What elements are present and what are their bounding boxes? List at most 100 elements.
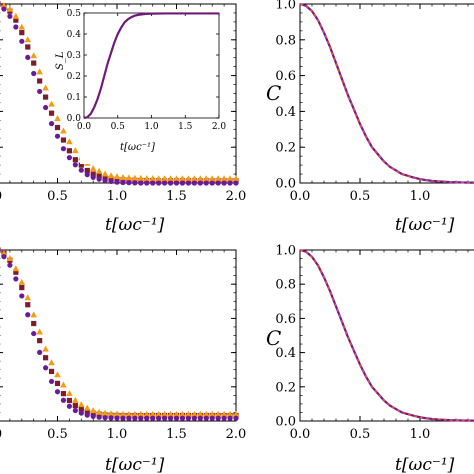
data-point-square (72, 157, 78, 163)
data-point-triangle (197, 175, 204, 182)
data-point-triangle (24, 36, 32, 43)
data-point-circle (185, 415, 191, 421)
x-tick-label: 0 (0, 427, 2, 442)
panel-top-left: 0 0.5 1.0 1.5 2.0 (0, 1, 247, 204)
data-point-circle (31, 330, 37, 337)
y-tick-label: 0.8 (275, 278, 296, 293)
data-point-circle (233, 180, 239, 186)
data-point-square (31, 60, 37, 66)
data-point-circle (173, 415, 180, 421)
data-point-square (37, 338, 43, 344)
data-point-triangle (125, 410, 133, 417)
data-point-circle (162, 180, 168, 186)
data-point-triangle (18, 278, 26, 285)
inset-x-tick-label: 2.0 (212, 122, 227, 132)
data-point-square (96, 173, 102, 179)
data-point-triangle (232, 410, 240, 417)
inset-y-tick-label: 0.0 (67, 114, 82, 124)
data-point-circle (19, 293, 25, 299)
data-point-circle (84, 412, 90, 418)
data-point-triangle (161, 410, 168, 417)
x-tick-label: 2.0 (226, 189, 247, 204)
data-point-circle (72, 162, 78, 168)
data-point-circle (72, 407, 78, 414)
data-point-square (90, 410, 96, 416)
inset-x-tick-label: 1.0 (144, 122, 159, 132)
data-point-circle (191, 415, 197, 421)
data-point-circle (48, 378, 55, 385)
data-point-triangle (191, 175, 198, 182)
data-point-triangle (0, 2, 8, 9)
data-point-square (25, 44, 31, 50)
x-tick-label: 0.5 (47, 427, 68, 442)
data-point-circle (7, 13, 13, 19)
data-point-circle (37, 88, 43, 95)
data-point-circle (13, 276, 19, 282)
data-point-triangle (0, 249, 8, 256)
x-tick-label: 0.0 (290, 427, 311, 442)
data-point-circle (84, 172, 90, 178)
data-point-circle (233, 415, 239, 421)
data-point-square (13, 269, 19, 275)
xlabel-bottom-right: t[ωc⁻¹] (395, 455, 455, 474)
data-point-circle (156, 415, 162, 421)
data-point-triangle (226, 410, 234, 417)
data-point-circle (197, 180, 203, 186)
data-point-triangle (149, 410, 156, 417)
data-point-triangle (6, 5, 14, 12)
data-point-triangle (66, 390, 73, 397)
xlabel-bottom-left: t[ωc⁻¹] (105, 455, 165, 474)
x-tick-label: 1.0 (410, 427, 431, 442)
data-point-triangle (54, 114, 61, 121)
data-point-triangle (48, 100, 55, 107)
data-point-circle (1, 254, 7, 260)
series-line-1 (299, 3, 474, 184)
x-tick-label: 1.5 (166, 189, 187, 204)
data-point-triangle (6, 254, 14, 261)
data-point-circle (43, 104, 49, 111)
y-tick-label: 0.6 (275, 69, 296, 84)
data-point-triangle (72, 396, 79, 403)
x-tick-label: 2.0 (226, 427, 247, 442)
data-point-triangle (12, 265, 20, 272)
data-point-circle (203, 180, 209, 186)
data-point-circle (54, 389, 61, 395)
data-point-square (114, 176, 120, 183)
inset-series-line-0 (83, 12, 219, 119)
inset-y-tick-label: 0.5 (67, 9, 82, 19)
data-point-triangle (208, 175, 216, 182)
data-point-circle (48, 121, 55, 127)
data-point-circle (215, 180, 221, 186)
data-point-circle (108, 178, 114, 185)
data-point-triangle (143, 175, 151, 182)
data-point-triangle (18, 23, 26, 30)
data-point-triangle (161, 175, 168, 182)
x-tick-label: 1.0 (410, 189, 431, 204)
series-line-0 (299, 248, 474, 422)
data-point-triangle (131, 410, 139, 417)
inset-y-tick-label: 0.3 (67, 51, 82, 61)
data-point-triangle (89, 165, 97, 172)
data-point-triangle (197, 410, 204, 417)
ylabel-bottom-right: C (266, 326, 281, 350)
data-point-triangle (66, 138, 73, 145)
data-point-triangle (36, 328, 43, 335)
data-point-circle (78, 167, 84, 173)
data-point-circle (96, 414, 102, 420)
inset-x-tick-label: 0.0 (77, 122, 92, 132)
plot-frame (299, 3, 474, 184)
series-line-1 (299, 249, 474, 422)
x-tick-label: 1.0 (107, 189, 128, 204)
data-point-triangle (125, 174, 133, 181)
data-point-triangle (101, 170, 109, 177)
inset-ylabel: S_L (55, 51, 66, 70)
data-point-circle (227, 180, 233, 186)
data-point-circle (90, 174, 96, 180)
xlabel-top-right: t[ωc⁻¹] (395, 215, 455, 235)
data-point-triangle (131, 174, 139, 181)
y-tick-label: 0.0 (275, 177, 296, 192)
data-point-triangle (42, 345, 49, 352)
data-point-square (66, 148, 72, 154)
data-point-triangle (155, 410, 162, 417)
data-point-square (48, 368, 55, 375)
